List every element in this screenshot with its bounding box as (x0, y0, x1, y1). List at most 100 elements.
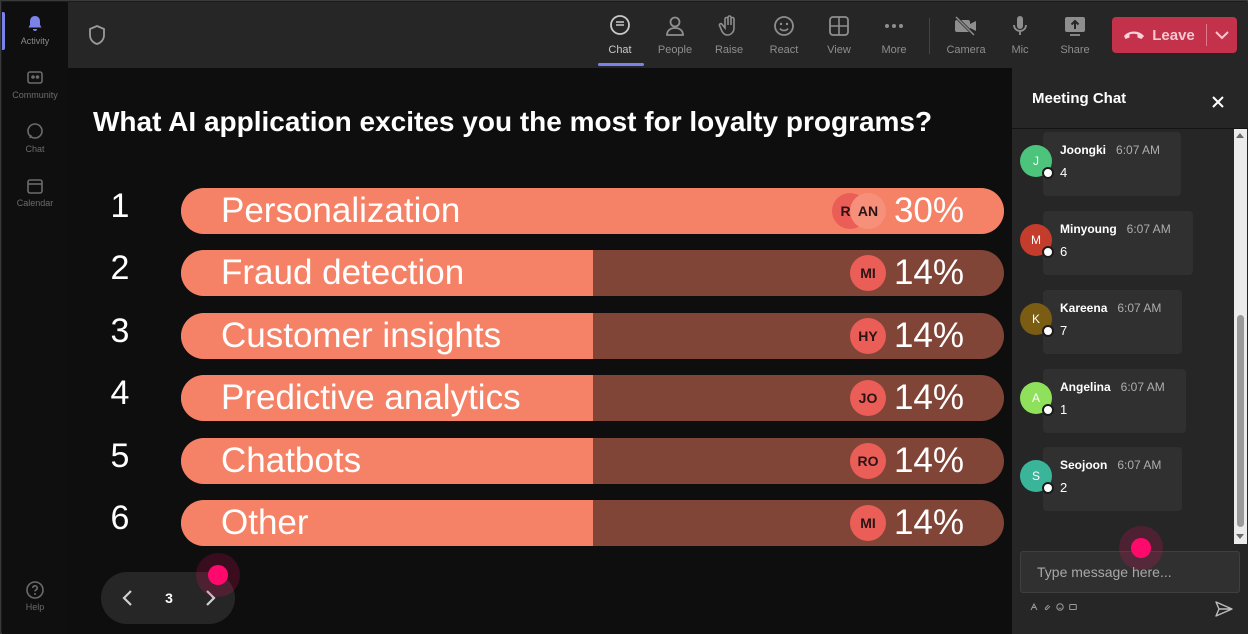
leave-label: Leave (1152, 26, 1195, 44)
poll-option-bar: Fraud detection MI 14% (181, 250, 1004, 296)
rail-item-help[interactable]: Help (2, 580, 68, 612)
message-timestamp: 6:07 AM (1126, 222, 1171, 236)
message-bubble[interactable]: Minyoung 6:07 AM 6 (1043, 211, 1193, 275)
selected-tab-indicator (598, 63, 644, 66)
poll-rank-number: 2 (110, 249, 130, 287)
voter-avatar: RO (850, 443, 886, 479)
poll-option-label: Predictive analytics (221, 378, 521, 417)
toolbar-view-button[interactable]: View (814, 12, 864, 62)
voter-avatar: MI (850, 255, 886, 291)
attach-icon[interactable] (1043, 603, 1051, 611)
voter-avatar: JO (850, 380, 886, 416)
rail-item-activity[interactable]: Activity (2, 14, 68, 46)
scroll-thumb[interactable] (1237, 315, 1244, 527)
people-icon (666, 16, 684, 36)
chevron-left-icon[interactable] (117, 586, 139, 610)
poll-option-label: Personalization (221, 191, 461, 230)
chat-message: Kareena 6:07 AM 7 K (1020, 290, 1230, 354)
chat-message: Angelina 6:07 AM 1 A (1020, 369, 1230, 433)
send-icon[interactable] (1214, 599, 1234, 619)
rail-item-community[interactable]: Community (2, 68, 68, 100)
poll-rank-number: 1 (110, 187, 130, 225)
voter-avatars: RYAN (832, 193, 886, 229)
rail-active-indicator (2, 12, 5, 50)
leave-divider (1206, 24, 1207, 46)
message-timestamp: 6:07 AM (1117, 458, 1162, 472)
avatar[interactable]: A (1020, 382, 1054, 416)
leave-button[interactable]: Leave (1112, 17, 1206, 53)
toolbar-separator (929, 18, 930, 54)
toolbar-share-button[interactable]: Share (1050, 12, 1100, 62)
message-text: 4 (1060, 165, 1068, 180)
toolbar-camera-button[interactable]: Camera (941, 12, 991, 62)
toolbar-chat-button[interactable]: Chat (595, 12, 645, 62)
compose-toolbar (1030, 603, 1077, 615)
scroll-down-arrow[interactable] (1236, 534, 1244, 539)
poll-option-percent: 14% (893, 441, 964, 480)
chevron-down-icon[interactable] (1212, 27, 1232, 43)
toolbar-button-label: React (769, 44, 799, 56)
mic-icon (1013, 16, 1027, 35)
scroll-up-arrow[interactable] (1236, 133, 1244, 138)
toolbar-more-button[interactable]: More (869, 12, 919, 62)
toolbar-raise-button[interactable]: Raise (704, 12, 754, 62)
toolbar-button-label: View (827, 44, 851, 56)
poll-option-percent: 14% (893, 316, 964, 355)
toolbar-button-label: Chat (608, 44, 632, 56)
presence-indicator (1042, 404, 1054, 416)
poll-option-label: Customer insights (221, 316, 502, 355)
chat-icon (610, 15, 630, 35)
avatar[interactable]: K (1020, 303, 1054, 337)
format-icon[interactable] (1030, 603, 1038, 611)
poll-option-percent: 14% (893, 253, 964, 292)
poll-option-bar: Customer insights HY 14% (181, 313, 1004, 359)
toolbar-people-button[interactable]: People (650, 12, 700, 62)
rail-item-calendar[interactable]: Calendar (2, 176, 68, 208)
message-bubble[interactable]: Angelina 6:07 AM 1 (1043, 369, 1186, 433)
poll-rank-number: 6 (110, 499, 130, 537)
toolbar-button-label: Mic (1011, 44, 1029, 56)
rail-item-chat[interactable]: Chat (2, 122, 68, 154)
poll-rank-number: 4 (110, 374, 130, 412)
poll-option-percent: 14% (893, 503, 964, 542)
poll-option-label: Other (221, 503, 309, 542)
chevron-right-icon[interactable] (199, 586, 221, 610)
message-bubble[interactable]: Seojoon 6:07 AM 2 (1043, 447, 1182, 511)
chat-message-input[interactable] (1021, 552, 1239, 592)
chat-message: Joongki 6:07 AM 4 J (1020, 132, 1230, 196)
voter-avatar: AN (850, 193, 886, 229)
bell-icon (28, 16, 42, 31)
calendar-icon (27, 179, 43, 194)
poll-option-bar: Predictive analytics JO 14% (181, 375, 1004, 421)
emoji-icon[interactable] (1056, 603, 1064, 611)
message-text: 6 (1060, 244, 1068, 259)
chat-scrollbar[interactable] (1234, 129, 1247, 544)
gif-icon[interactable] (1069, 603, 1077, 611)
view-grid-icon (829, 16, 849, 36)
message-bubble[interactable]: Kareena 6:07 AM 7 (1043, 290, 1182, 354)
leave-button-group: Leave (1112, 17, 1237, 53)
toolbar-button-label: Share (1060, 44, 1090, 56)
chat-message-list: Joongki 6:07 AM 4 J Minyoung 6:07 AM 6 M Kareena… (1012, 129, 1234, 544)
avatar[interactable]: J (1020, 145, 1054, 179)
toolbar-react-button[interactable]: React (759, 12, 809, 62)
poll-option-percent: 30% (893, 191, 964, 230)
close-icon[interactable] (1206, 90, 1230, 114)
message-text: 1 (1060, 402, 1068, 417)
rail-item-label: Help (25, 602, 45, 612)
poll-rank-number: 3 (110, 312, 130, 350)
toolbar-mic-button[interactable]: Mic (995, 12, 1045, 62)
message-text: 2 (1060, 480, 1068, 495)
shield-icon[interactable] (86, 24, 108, 46)
message-sender: Kareena (1060, 301, 1108, 315)
presence-indicator (1042, 325, 1054, 337)
message-bubble[interactable]: Joongki 6:07 AM 4 (1043, 132, 1181, 196)
poll-option-bar: Personalization RYAN30% (181, 188, 1004, 234)
chat-header-divider (1012, 128, 1248, 129)
poll-option-label: Fraud detection (221, 253, 465, 292)
avatar[interactable]: S (1020, 460, 1054, 494)
toolbar-button-label: Raise (714, 44, 744, 56)
page-number: 3 (165, 590, 173, 606)
avatar-initial: M (1031, 233, 1041, 247)
avatar[interactable]: M (1020, 224, 1054, 258)
